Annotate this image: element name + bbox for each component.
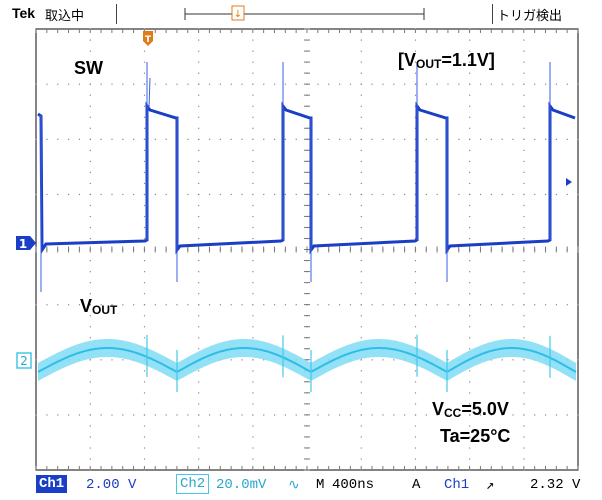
- ch1-indicator[interactable]: Ch1: [36, 475, 68, 493]
- ch2-indicator[interactable]: Ch2: [176, 474, 210, 494]
- ta-label: Ta=25°C: [440, 426, 511, 446]
- divider: [116, 4, 117, 24]
- ch2-ground-marker[interactable]: 2: [16, 352, 32, 369]
- timebase-value[interactable]: 400ns: [332, 477, 375, 493]
- vout-setting-label: [VOUT=1.1V]: [398, 50, 495, 71]
- brand-logo: Tek: [12, 5, 36, 21]
- ch2-scale[interactable]: 20.0mV: [216, 477, 267, 493]
- trigger-slope-icon: ↗: [486, 478, 495, 494]
- trigger-mode: A: [412, 477, 421, 493]
- acquisition-status: 取込中: [45, 9, 85, 24]
- svg-text:T: T: [145, 35, 152, 45]
- ch1-ground-marker[interactable]: 1: [16, 236, 36, 251]
- svg-text:1: 1: [19, 237, 27, 251]
- record-position-bar[interactable]: ↓: [184, 5, 425, 21]
- sw-label: SW: [74, 58, 103, 78]
- vout-label: VOUT: [80, 296, 118, 317]
- vcc-label: VCC=5.0V: [432, 399, 509, 420]
- graticule-grid: [35, 28, 579, 471]
- svg-text:↓: ↓: [234, 9, 242, 20]
- trigger-position-marker: T: [143, 31, 153, 46]
- trigger-level-value[interactable]: 2.32 V: [530, 477, 581, 493]
- top-status-bar: Tek 取込中 トリガ検出: [0, 0, 602, 28]
- ch2-output-ripple-waveform: [37, 347, 577, 373]
- trigger-source[interactable]: Ch1: [444, 477, 470, 493]
- ch1-scale[interactable]: 2.00 V: [86, 477, 137, 493]
- trigger-status: トリガ検出: [497, 9, 563, 24]
- svg-text:2: 2: [20, 354, 28, 368]
- trigger-level-marker[interactable]: [566, 178, 572, 186]
- ch2-coupling-icon: ∿: [288, 478, 300, 494]
- ch2-ripple-spikes: [146, 334, 551, 392]
- bottom-status-bar: Ch1 2.00 V Ch2 20.0mV ∿ M 400ns A Ch1 ↗ …: [0, 472, 602, 500]
- timebase-label: M: [316, 477, 325, 493]
- divider: [492, 4, 493, 24]
- ch1-switch-transitions: [40, 62, 551, 292]
